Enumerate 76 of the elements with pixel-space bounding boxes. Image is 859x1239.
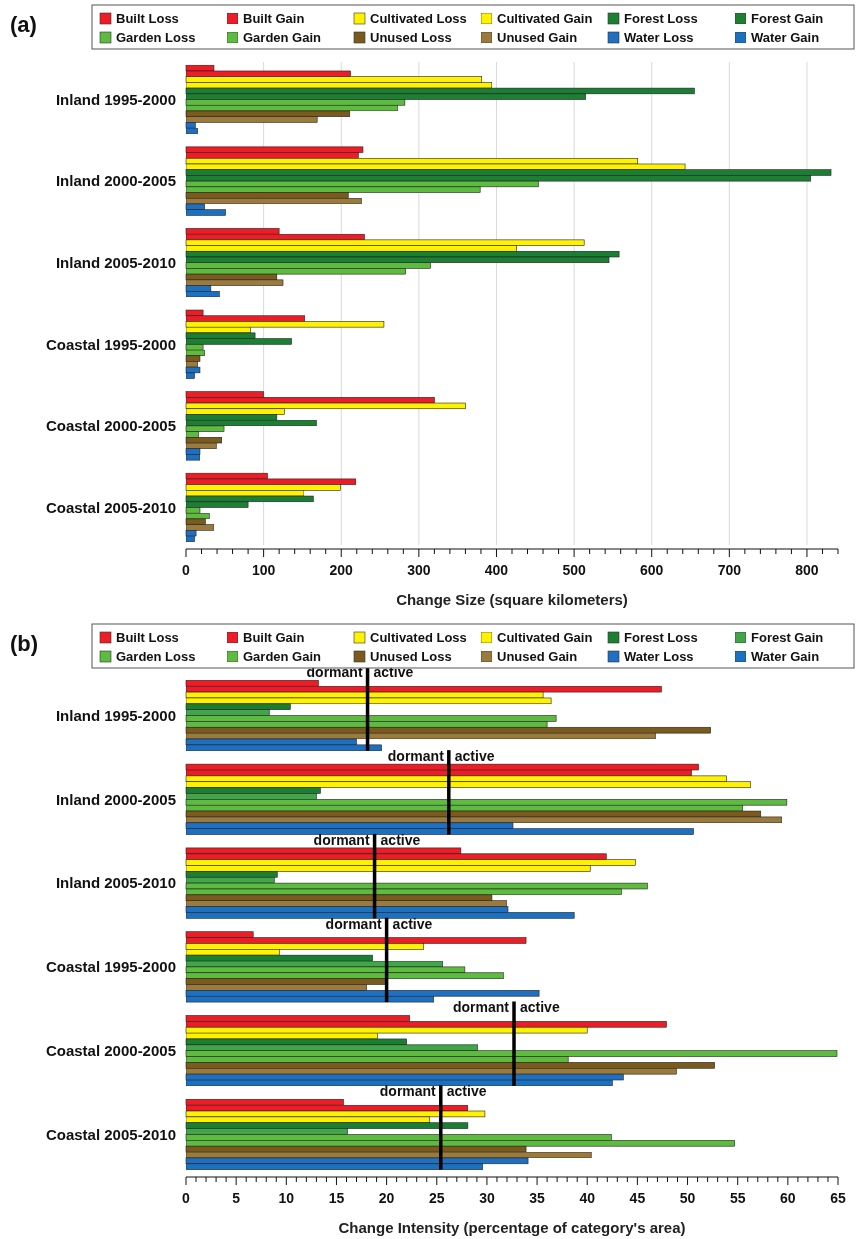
- x-tick-label: 10: [278, 1190, 295, 1206]
- legend-label: Water Gain: [751, 30, 820, 45]
- annotation: active: [446, 1083, 487, 1100]
- bar: [185, 763, 699, 771]
- legend-label: Cultivated Gain: [497, 11, 593, 26]
- x-tick-label: 600: [640, 562, 664, 578]
- x-axis-title: Change Intensity (percentage of category's area): [338, 1219, 686, 1236]
- x-tick-label: 200: [329, 562, 354, 578]
- legend-label: Water Loss: [624, 649, 694, 664]
- x-tick-label: 35: [529, 1190, 546, 1206]
- annotation: dormant: [379, 1083, 437, 1100]
- legend-label: Garden Loss: [116, 649, 196, 664]
- legend-label: Built Loss: [116, 11, 179, 26]
- annotation: active: [520, 999, 560, 1016]
- chart-title: (b): [10, 631, 39, 656]
- y-tick-label: Coastal 1995-2000: [45, 335, 176, 353]
- annotation: active: [392, 915, 433, 932]
- x-tick-label: 50: [679, 1190, 696, 1206]
- legend-label: Built Gain: [243, 630, 305, 645]
- y-tick-label: Inland 1995-2000: [55, 90, 176, 108]
- legend-label: Cultivated Loss: [370, 630, 467, 645]
- legend-label: Built Loss: [116, 630, 179, 645]
- x-tick-label: 25: [428, 1190, 445, 1206]
- x-tick-label: 65: [830, 1190, 846, 1206]
- x-tick-label: 45: [629, 1190, 646, 1206]
- x-tick-label: 20: [378, 1190, 395, 1206]
- annotation: active: [373, 664, 414, 681]
- y-tick-label: Coastal 2000-2005: [45, 417, 176, 435]
- x-tick-label: 800: [795, 562, 819, 578]
- legend-label: Forest Loss: [624, 630, 698, 645]
- legend-label: Cultivated Loss: [370, 11, 467, 26]
- legend-label: Unused Gain: [497, 649, 578, 664]
- x-tick-label: 400: [484, 562, 509, 578]
- x-tick-label: 55: [729, 1190, 746, 1206]
- y-tick-label: Inland 2000-2005: [55, 172, 176, 190]
- y-tick-label: Coastal 1995-2000: [45, 958, 176, 976]
- x-tick-label: 100: [251, 562, 276, 578]
- annotation: dormant: [313, 831, 370, 848]
- annotation: dormant: [306, 664, 363, 681]
- x-tick-label: 500: [562, 562, 586, 578]
- annotation: active: [454, 748, 495, 765]
- x-tick-label: 5: [232, 1190, 241, 1206]
- x-axis-title: Change Size (square kilometers): [396, 591, 628, 608]
- legend-label: Garden Gain: [243, 30, 322, 45]
- legend-label: Forest Gain: [751, 630, 824, 645]
- x-tick-label: 0: [182, 1190, 191, 1206]
- y-tick-label: Coastal 2005-2010: [45, 498, 176, 516]
- legend-label: Garden Gain: [243, 649, 322, 664]
- x-tick-label: 15: [328, 1190, 345, 1206]
- annotation: dormant: [325, 915, 382, 932]
- y-tick-label: Inland 2000-2005: [55, 790, 176, 808]
- legend-label: Unused Loss: [370, 649, 452, 664]
- y-tick-label: Inland 1995-2000: [55, 706, 176, 724]
- x-tick-label: 60: [780, 1190, 796, 1206]
- legend-label: Cultivated Gain: [497, 630, 593, 645]
- x-tick-label: 40: [579, 1190, 596, 1206]
- legend-label: Water Loss: [624, 30, 694, 45]
- x-tick-label: 700: [717, 562, 742, 578]
- legend-label: Unused Loss: [370, 30, 452, 45]
- chart-title: (a): [10, 12, 37, 37]
- y-tick-label: Inland 2005-2010: [55, 253, 176, 271]
- legend-label: Forest Gain: [751, 11, 824, 26]
- y-tick-label: Coastal 2005-2010: [45, 1125, 176, 1143]
- annotation: active: [380, 831, 421, 848]
- legend-label: Forest Loss: [624, 11, 698, 26]
- legend-label: Water Gain: [751, 649, 820, 664]
- x-tick-label: 30: [479, 1190, 495, 1206]
- legend-label: Built Gain: [243, 11, 305, 26]
- annotation: dormant: [453, 999, 510, 1016]
- x-tick-label: 0: [182, 562, 191, 578]
- annotation: dormant: [387, 748, 445, 765]
- y-tick-label: Coastal 2000-2005: [45, 1041, 176, 1059]
- legend-label: Unused Gain: [497, 30, 578, 45]
- x-tick-label: 300: [407, 562, 431, 578]
- y-tick-label: Inland 2005-2010: [55, 874, 176, 892]
- legend-label: Garden Loss: [116, 30, 196, 45]
